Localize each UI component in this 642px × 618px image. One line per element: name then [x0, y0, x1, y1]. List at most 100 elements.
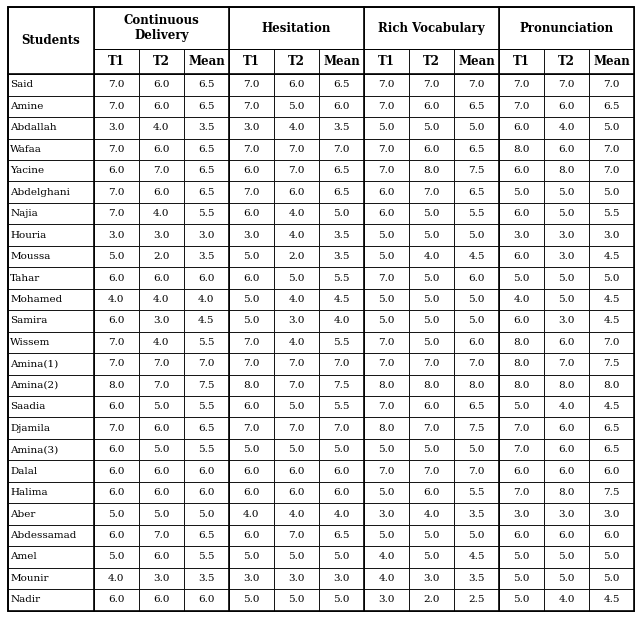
- Text: 5.0: 5.0: [603, 574, 620, 583]
- Text: 5.5: 5.5: [333, 402, 350, 411]
- Text: 5.0: 5.0: [423, 445, 440, 454]
- Text: 4.5: 4.5: [603, 252, 620, 261]
- Bar: [94, 525, 139, 546]
- Bar: [184, 289, 229, 310]
- Bar: [184, 246, 229, 267]
- Bar: [319, 525, 364, 546]
- Text: 7.0: 7.0: [514, 424, 530, 433]
- Bar: [544, 96, 589, 117]
- Bar: [499, 546, 544, 568]
- Text: Mean: Mean: [188, 55, 225, 69]
- Bar: [8, 332, 94, 353]
- Text: 5.0: 5.0: [378, 316, 395, 326]
- Text: 5.5: 5.5: [198, 209, 214, 218]
- Bar: [544, 289, 589, 310]
- Bar: [499, 74, 544, 96]
- Bar: [319, 96, 364, 117]
- Bar: [274, 49, 319, 74]
- Text: 6.0: 6.0: [333, 102, 350, 111]
- Text: 5.0: 5.0: [243, 552, 259, 561]
- Text: 3.5: 3.5: [333, 124, 350, 132]
- Bar: [499, 267, 544, 289]
- Bar: [589, 49, 634, 74]
- Text: 5.5: 5.5: [198, 445, 214, 454]
- Bar: [139, 439, 184, 460]
- Bar: [499, 482, 544, 503]
- Text: 5.0: 5.0: [243, 252, 259, 261]
- Bar: [364, 138, 409, 160]
- Text: 6.0: 6.0: [378, 209, 395, 218]
- Bar: [94, 74, 139, 96]
- Text: 3.5: 3.5: [469, 509, 485, 519]
- Bar: [409, 138, 454, 160]
- Text: Amel: Amel: [10, 552, 37, 561]
- Bar: [274, 289, 319, 310]
- Text: 6.0: 6.0: [153, 488, 169, 497]
- Text: 6.0: 6.0: [153, 595, 169, 604]
- Text: 2.0: 2.0: [153, 252, 169, 261]
- Bar: [589, 203, 634, 224]
- Bar: [544, 138, 589, 160]
- Text: 7.0: 7.0: [108, 102, 125, 111]
- Text: 3.0: 3.0: [423, 574, 440, 583]
- Bar: [589, 224, 634, 246]
- Bar: [139, 418, 184, 439]
- Bar: [544, 117, 589, 138]
- Bar: [139, 117, 184, 138]
- Text: 6.0: 6.0: [153, 274, 169, 282]
- Bar: [499, 310, 544, 332]
- Text: 4.5: 4.5: [333, 295, 350, 304]
- Bar: [94, 49, 139, 74]
- Bar: [499, 96, 544, 117]
- Text: 3.0: 3.0: [153, 316, 169, 326]
- Text: 5.0: 5.0: [378, 445, 395, 454]
- Text: 6.0: 6.0: [198, 274, 214, 282]
- Bar: [94, 246, 139, 267]
- Text: Amina(3): Amina(3): [10, 445, 58, 454]
- Bar: [364, 96, 409, 117]
- Text: 5.0: 5.0: [603, 552, 620, 561]
- Text: 5.0: 5.0: [333, 595, 350, 604]
- Bar: [139, 503, 184, 525]
- Text: 6.5: 6.5: [198, 531, 214, 540]
- Text: 7.0: 7.0: [603, 166, 620, 176]
- Bar: [499, 289, 544, 310]
- Bar: [139, 482, 184, 503]
- Bar: [409, 568, 454, 589]
- Bar: [274, 160, 319, 182]
- Bar: [94, 224, 139, 246]
- Text: 7.0: 7.0: [333, 145, 350, 154]
- Bar: [8, 353, 94, 375]
- Text: 7.0: 7.0: [514, 102, 530, 111]
- Bar: [364, 49, 409, 74]
- Text: 3.5: 3.5: [198, 252, 214, 261]
- Text: 5.0: 5.0: [514, 595, 530, 604]
- Text: Mohamed: Mohamed: [10, 295, 62, 304]
- Bar: [229, 310, 274, 332]
- Bar: [319, 138, 364, 160]
- Text: 7.0: 7.0: [108, 359, 125, 368]
- Text: 7.0: 7.0: [333, 424, 350, 433]
- Text: 4.0: 4.0: [378, 574, 395, 583]
- Bar: [409, 589, 454, 611]
- Bar: [184, 310, 229, 332]
- Text: 5.0: 5.0: [333, 209, 350, 218]
- Bar: [409, 182, 454, 203]
- Text: Djamila: Djamila: [10, 424, 50, 433]
- Bar: [544, 353, 589, 375]
- Bar: [589, 267, 634, 289]
- Bar: [139, 375, 184, 396]
- Bar: [94, 568, 139, 589]
- Bar: [229, 138, 274, 160]
- Text: 7.0: 7.0: [423, 424, 440, 433]
- Text: 6.5: 6.5: [333, 188, 350, 197]
- Text: 8.0: 8.0: [603, 381, 620, 390]
- Text: Houria: Houria: [10, 231, 46, 240]
- Text: 2.0: 2.0: [288, 252, 305, 261]
- Text: 6.5: 6.5: [333, 80, 350, 90]
- Text: 3.0: 3.0: [153, 231, 169, 240]
- Text: 7.0: 7.0: [378, 402, 395, 411]
- Bar: [499, 396, 544, 418]
- Text: 3.0: 3.0: [288, 574, 305, 583]
- Text: 5.0: 5.0: [153, 402, 169, 411]
